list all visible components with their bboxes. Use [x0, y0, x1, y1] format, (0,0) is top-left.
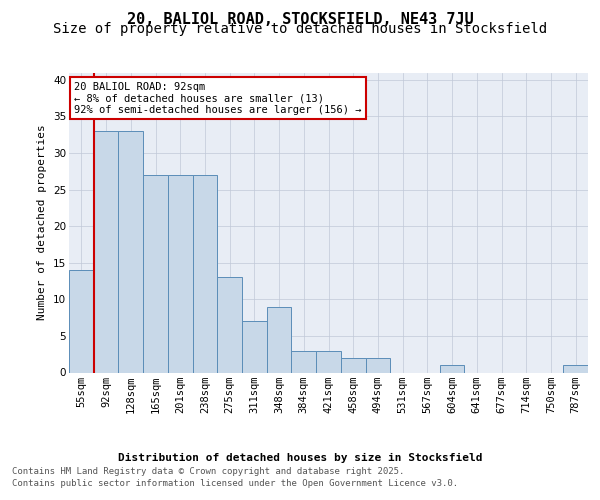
Text: Contains public sector information licensed under the Open Government Licence v3: Contains public sector information licen…: [12, 478, 458, 488]
Bar: [193, 175, 217, 372]
Text: 20, BALIOL ROAD, STOCKSFIELD, NE43 7JU: 20, BALIOL ROAD, STOCKSFIELD, NE43 7JU: [127, 12, 473, 28]
Bar: [563, 365, 588, 372]
Bar: [341, 358, 365, 372]
Text: Contains HM Land Registry data © Crown copyright and database right 2025.: Contains HM Land Registry data © Crown c…: [12, 467, 404, 476]
Bar: [94, 131, 118, 372]
Text: Distribution of detached houses by size in Stocksfield: Distribution of detached houses by size …: [118, 452, 482, 462]
Bar: [365, 358, 390, 372]
Text: Size of property relative to detached houses in Stocksfield: Size of property relative to detached ho…: [53, 22, 547, 36]
Bar: [118, 131, 143, 372]
Bar: [69, 270, 94, 372]
Text: 20 BALIOL ROAD: 92sqm
← 8% of detached houses are smaller (13)
92% of semi-detac: 20 BALIOL ROAD: 92sqm ← 8% of detached h…: [74, 82, 362, 114]
Bar: [316, 350, 341, 372]
Bar: [440, 365, 464, 372]
Bar: [143, 175, 168, 372]
Bar: [168, 175, 193, 372]
Bar: [292, 350, 316, 372]
Bar: [267, 306, 292, 372]
Y-axis label: Number of detached properties: Number of detached properties: [37, 124, 47, 320]
Bar: [217, 278, 242, 372]
Bar: [242, 322, 267, 372]
